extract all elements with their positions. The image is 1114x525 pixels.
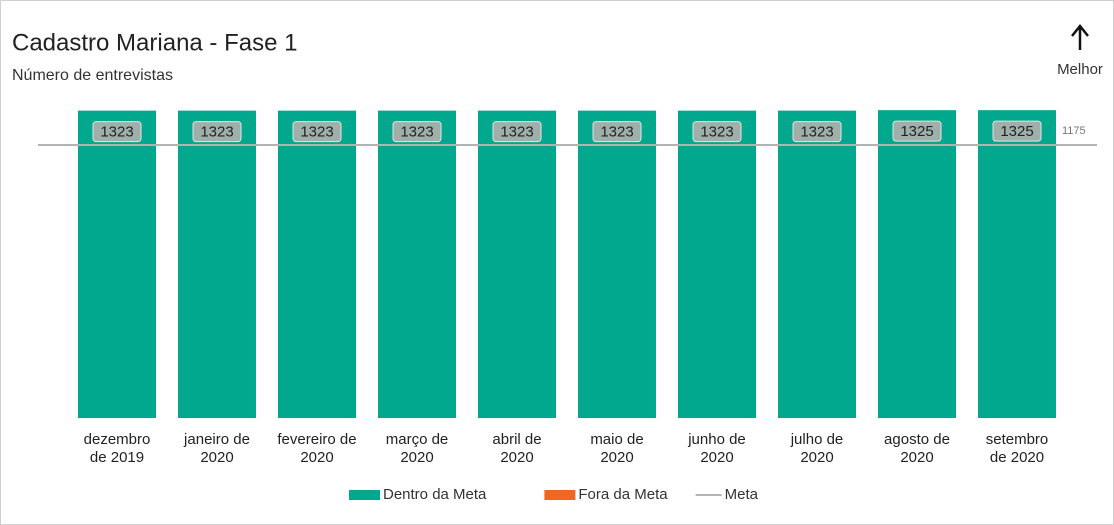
x-tick-label: julho de 2020 — [790, 431, 844, 466]
x-tick-label: abril de 2020 — [492, 431, 542, 466]
data-label: 1325 — [1000, 123, 1033, 140]
data-label-box — [292, 121, 342, 143]
x-tick-label: agosto de 2020 — [884, 431, 950, 466]
data-label-box — [192, 121, 242, 143]
data-label: 1325 — [900, 123, 933, 140]
data-label-box — [692, 121, 742, 143]
bar — [578, 110, 656, 418]
annotation: Melhor — [1057, 61, 1103, 78]
bar — [278, 110, 356, 418]
x-tick-label: janeiro de 2020 — [184, 431, 250, 466]
data-label-box — [792, 121, 842, 143]
data-label: 1323 — [200, 124, 233, 141]
legend-label: Meta — [725, 486, 759, 503]
data-label: 1323 — [600, 124, 633, 141]
x-tick-label: junho de 2020 — [688, 431, 746, 466]
x-tick-label: setembro de 2020 — [985, 431, 1049, 466]
x-tick-label: dezembro de 2019 — [83, 431, 151, 466]
bar — [778, 110, 856, 418]
data-label: 1323 — [800, 124, 833, 141]
chart-subtitle: Número de entrevistas — [12, 67, 173, 84]
data-label: 1323 — [100, 124, 133, 141]
data-label-box — [992, 120, 1042, 142]
meta-label: 1175 — [1062, 125, 1086, 137]
bar — [378, 110, 456, 418]
data-label-box — [392, 121, 442, 143]
bar — [878, 110, 956, 418]
legend-swatch — [349, 490, 380, 500]
bar — [478, 110, 556, 418]
bar — [678, 110, 756, 418]
data-label: 1323 — [300, 124, 333, 141]
data-label-box — [492, 121, 542, 143]
data-label: 1323 — [400, 124, 433, 141]
legend-label: Dentro da Meta — [383, 486, 487, 503]
better-arrow — [1071, 23, 1089, 50]
bar — [78, 110, 156, 418]
bar — [178, 110, 256, 418]
legend-label: Fora da Meta — [578, 486, 668, 503]
x-tick-label: março de 2020 — [385, 431, 449, 466]
data-label: 1323 — [700, 124, 733, 141]
x-tick-label: maio de 2020 — [590, 431, 644, 466]
bar — [978, 110, 1056, 418]
data-label-box — [592, 121, 642, 143]
data-label-box — [892, 120, 942, 142]
data-label: 1323 — [500, 124, 533, 141]
chart-title: Cadastro Mariana - Fase 1 — [12, 29, 297, 56]
data-label-box — [92, 121, 142, 143]
legend-swatch — [544, 490, 576, 500]
x-tick-label: fevereiro de 2020 — [277, 431, 357, 466]
